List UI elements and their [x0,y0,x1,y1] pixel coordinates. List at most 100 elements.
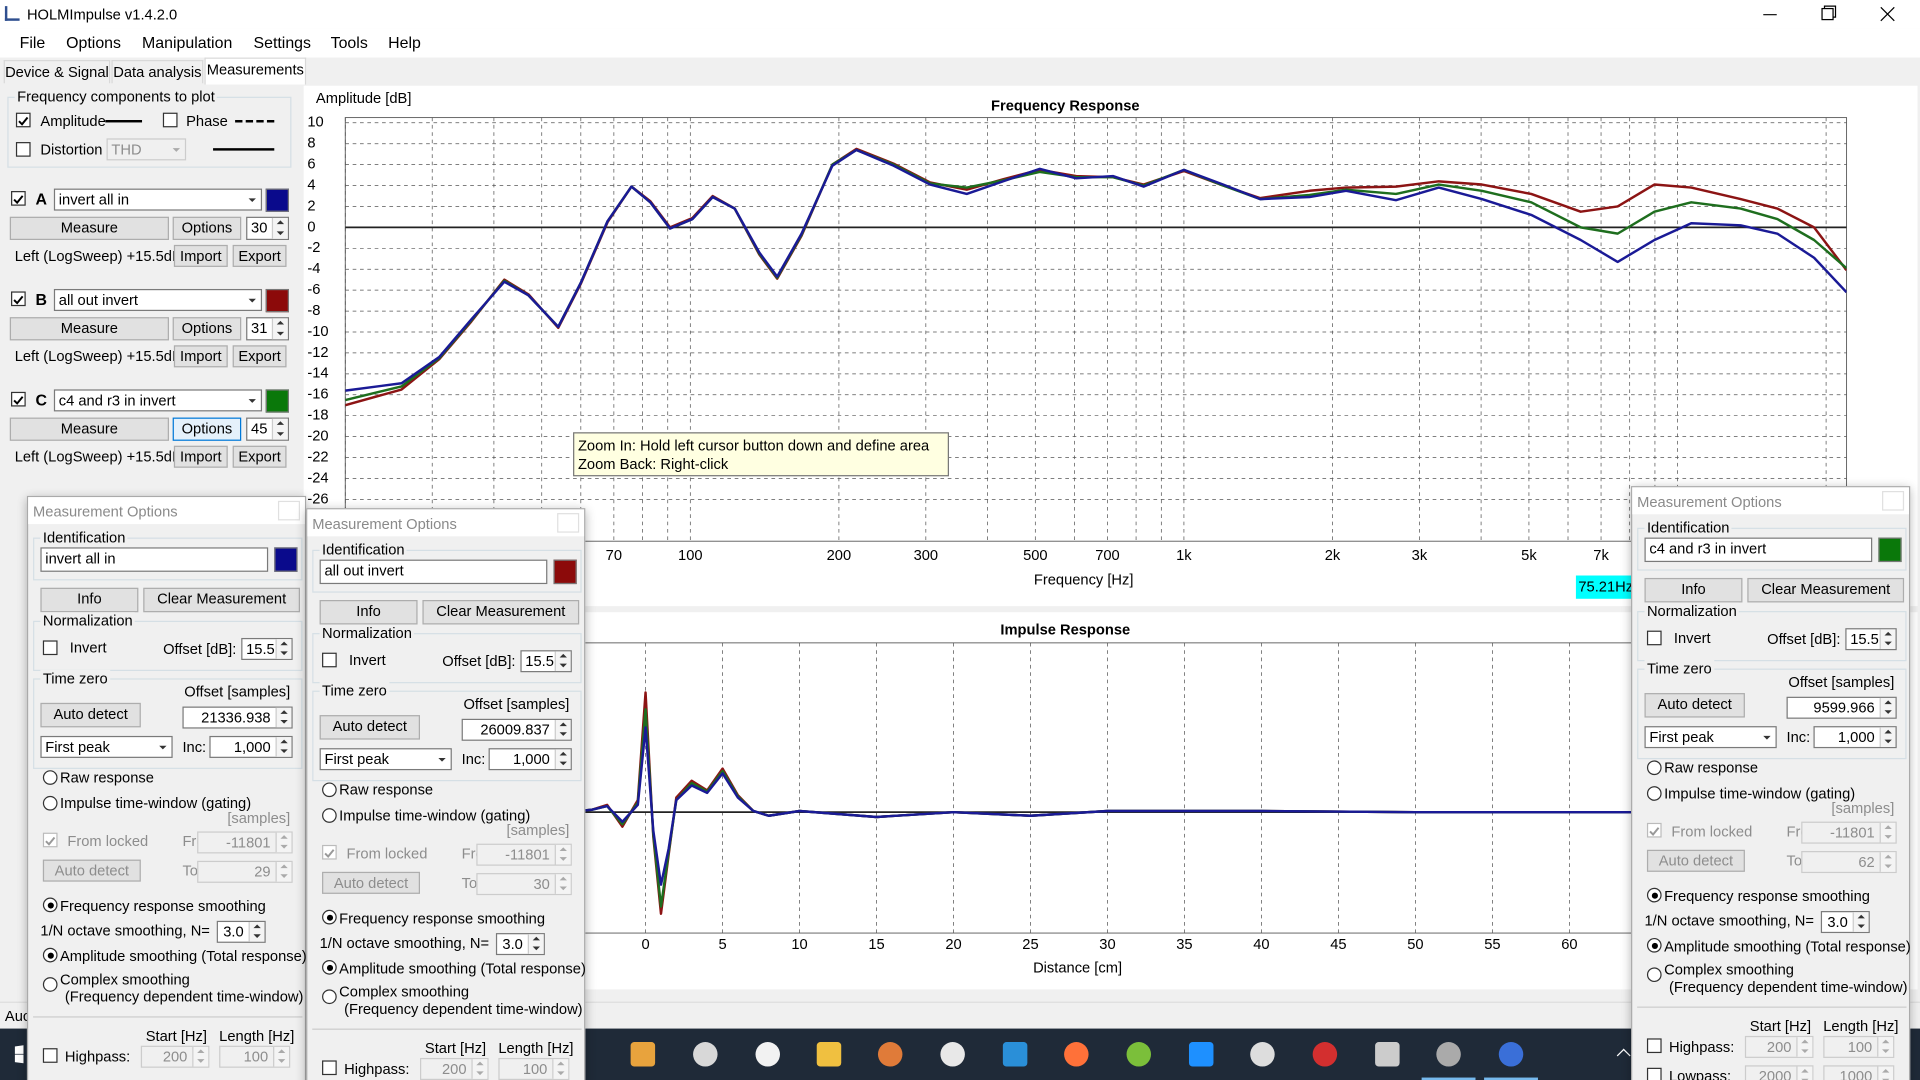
measure-button[interactable]: Measure [9,216,169,240]
taskbar-icon[interactable] [1002,1042,1028,1067]
taskbar-icon[interactable] [940,1042,965,1067]
measurement-name[interactable]: all out invert [53,288,263,312]
measurement-name[interactable]: invert all in [53,188,263,211]
radio-button[interactable] [1646,786,1662,801]
radio-button[interactable] [42,977,58,992]
menu-item[interactable]: Tools [330,33,368,52]
import-button[interactable]: Import [173,345,228,368]
name-field[interactable]: c4 and r3 in invert [1644,537,1873,563]
checkbox[interactable] [1646,1067,1662,1080]
taskbar-icon[interactable] [1312,1042,1338,1067]
radio-button[interactable] [1646,937,1662,953]
radio-button[interactable] [1646,967,1662,983]
window-controls[interactable] [1739,0,1920,28]
auto-detect-button[interactable]: Auto detect [1644,693,1745,718]
taskbar-icon[interactable] [755,1042,780,1067]
radio-button[interactable] [42,795,58,811]
taskbar-icon[interactable] [1436,1042,1461,1067]
radio-button[interactable] [322,909,337,925]
color-swatch[interactable] [265,288,289,313]
radio-button[interactable] [42,770,58,785]
name-field[interactable]: all out invert [319,559,548,585]
import-button[interactable]: Import [173,244,228,267]
checkbox[interactable] [322,1060,337,1076]
radio-button[interactable] [42,897,58,913]
taskbar-icon[interactable] [816,1042,842,1067]
checkbox[interactable] [11,391,26,407]
color-swatch[interactable] [1878,537,1902,563]
export-button[interactable]: Export [232,244,287,267]
menu-item[interactable]: File [19,33,46,52]
auto-detect-button[interactable]: Auto detect [319,715,420,740]
peak-mode[interactable]: First peak [1644,726,1777,749]
clear-button[interactable]: Clear Measurement [143,587,300,613]
radio-button[interactable] [1646,887,1662,903]
radio-button[interactable] [322,960,337,975]
taskbar-icon[interactable] [1188,1042,1214,1067]
options-button[interactable]: Options [172,417,242,441]
radio-button[interactable] [322,808,337,823]
options-button[interactable]: Options [172,317,242,341]
close-button[interactable] [557,513,580,533]
export-button[interactable]: Export [232,445,287,468]
color-swatch[interactable] [265,188,289,212]
offset-samples[interactable]: 9599.966 [1786,696,1897,719]
checkbox[interactable] [42,1048,58,1063]
inc[interactable]: 1,000 [488,748,572,771]
info-button[interactable]: Info [319,600,418,625]
checkbox[interactable] [11,291,26,307]
taskbar-icon[interactable] [1064,1042,1089,1067]
tab[interactable]: Device & Signal [3,60,111,84]
menu-item[interactable]: Help [388,33,421,52]
export-button[interactable]: Export [232,345,287,368]
taskbar-icon[interactable] [1375,1042,1400,1067]
taskbar-icon[interactable] [630,1042,656,1067]
menu-item[interactable]: Settings [253,33,312,52]
color-swatch[interactable] [553,559,577,585]
arrow-icon [1801,1078,1809,1080]
auto-detect-button[interactable]: Auto detect [40,702,141,728]
options-button[interactable]: Options [172,216,242,240]
group-box [33,537,303,581]
taskbar-icon[interactable] [1250,1042,1275,1067]
checkbox[interactable] [15,112,31,128]
peak-mode[interactable]: First peak [40,735,173,758]
color-swatch[interactable] [274,547,298,572]
radio-button[interactable] [322,782,337,798]
tab[interactable]: Measurements [204,57,307,85]
checkbox[interactable] [322,652,337,668]
taskbar-icon[interactable] [1498,1042,1524,1067]
clear-button[interactable]: Clear Measurement [1747,577,1905,603]
radio-button[interactable] [322,989,337,1005]
taskbar-icon[interactable] [1126,1042,1152,1067]
close-button[interactable] [277,500,300,521]
peak-mode[interactable]: First peak [319,748,452,771]
checkbox[interactable] [15,142,31,157]
tab[interactable]: Data analysis [111,60,204,84]
info-button[interactable]: Info [40,587,139,613]
clear-button[interactable]: Clear Measurement [422,600,580,625]
taskbar-icon[interactable] [693,1042,718,1067]
checkbox[interactable] [1646,1038,1662,1054]
checkbox[interactable] [11,191,26,206]
menu-item[interactable]: Manipulation [142,33,233,52]
measure-button[interactable]: Measure [9,317,169,341]
taskbar-icon[interactable] [877,1042,903,1067]
radio-button[interactable] [1646,760,1662,776]
menu-item[interactable]: Options [66,33,121,52]
name-field[interactable]: invert all in [40,547,269,572]
checkbox[interactable] [162,112,178,128]
checkbox[interactable] [42,640,58,656]
close-button[interactable] [1882,491,1905,511]
color-swatch[interactable] [265,389,289,413]
import-button[interactable]: Import [173,445,228,468]
checkbox[interactable] [1646,630,1662,646]
measurement-name[interactable]: c4 and r3 in invert [53,389,263,412]
measure-button[interactable]: Measure [9,417,169,441]
offset-samples[interactable]: 21336.938 [182,706,293,729]
inc[interactable]: 1,000 [1813,726,1897,749]
info-button[interactable]: Info [1644,577,1743,603]
inc[interactable]: 1,000 [209,735,293,758]
offset-samples[interactable]: 26009.837 [461,718,572,741]
radio-button[interactable] [42,947,58,963]
